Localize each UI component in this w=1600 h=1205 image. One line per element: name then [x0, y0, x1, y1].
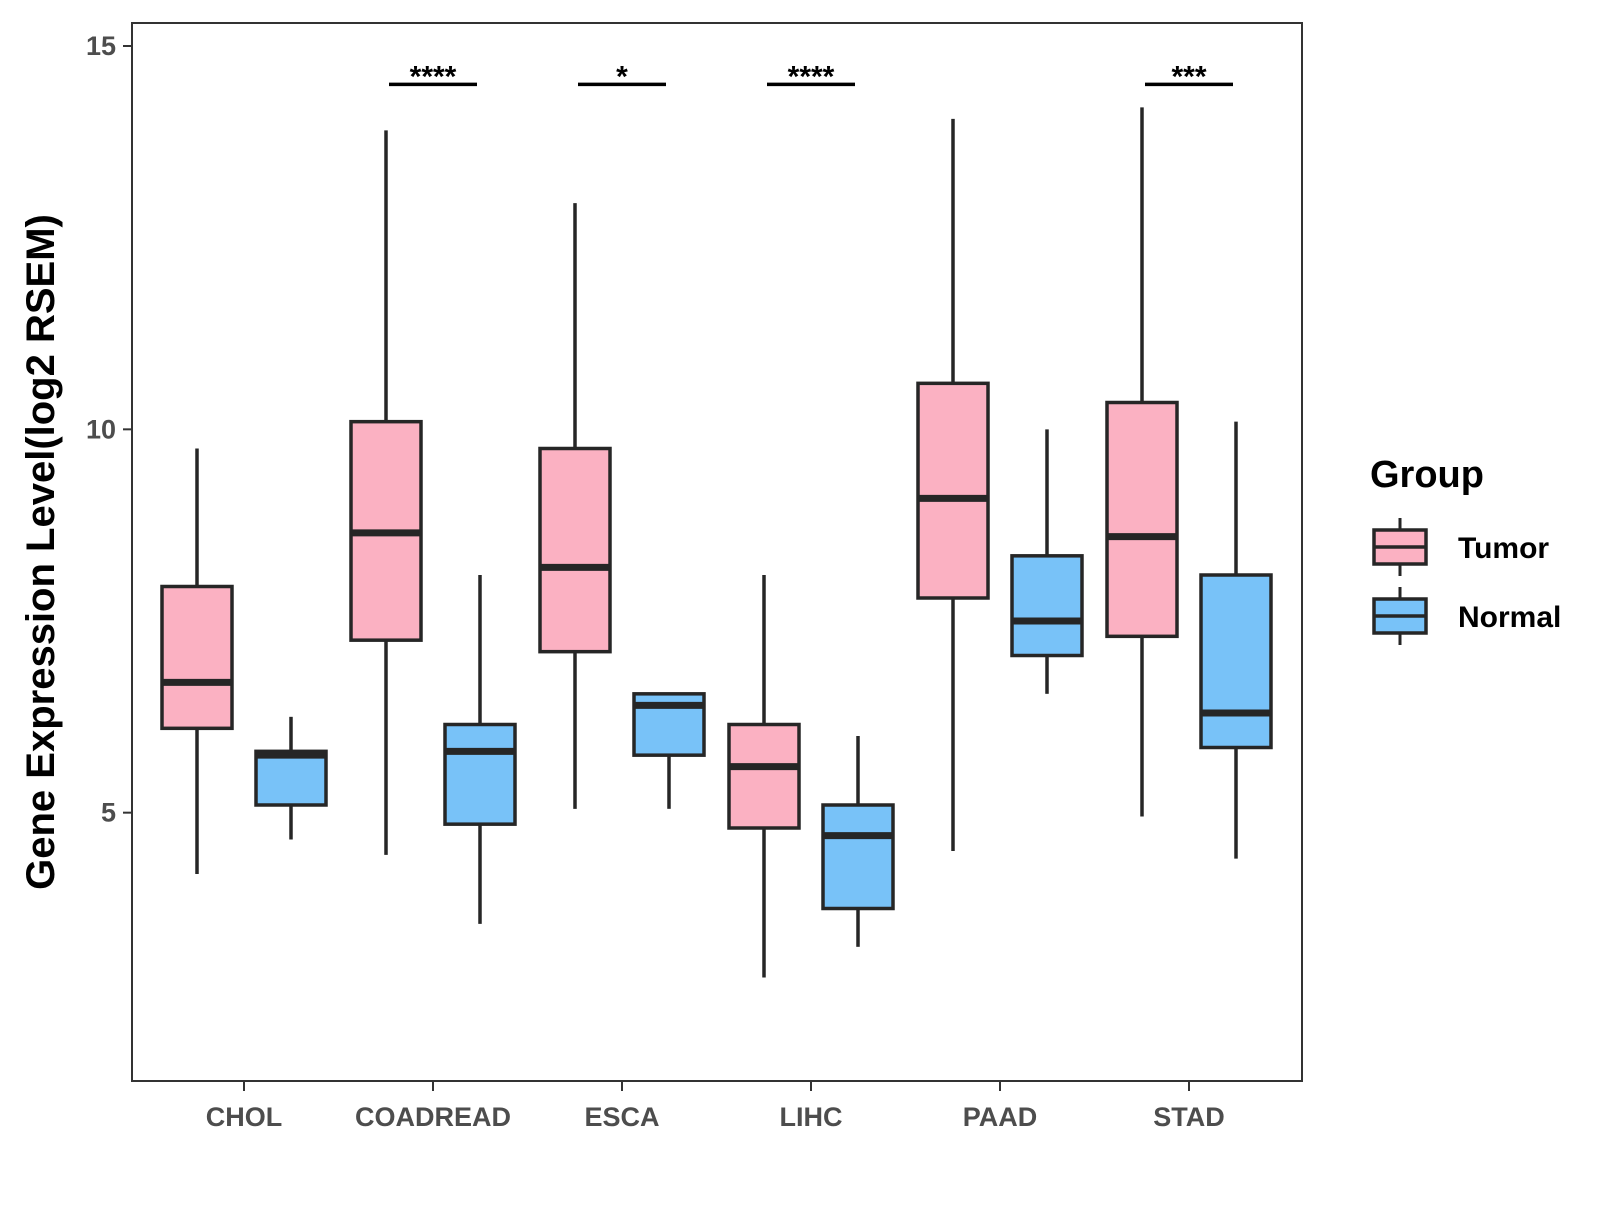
x-tick-label: CHOL — [206, 1102, 283, 1132]
x-tick-label: COADREAD — [355, 1102, 511, 1132]
significance-label-esca: * — [616, 60, 628, 93]
significance-label-coadread: **** — [410, 60, 457, 93]
y-axis-title: Gene Expression Level(log2 RSEM) — [19, 214, 63, 890]
legend-label-normal: Normal — [1458, 601, 1561, 634]
y-tick-label: 10 — [86, 414, 116, 444]
box-normal-lihc — [821, 803, 895, 911]
x-tick-label: PAAD — [963, 1102, 1038, 1132]
box-tumor-chol — [160, 584, 234, 731]
box-tumor-stad — [1105, 400, 1179, 639]
box-tumor-paad — [916, 381, 990, 600]
x-tick-label: LIHC — [780, 1102, 843, 1132]
significance-label-stad: *** — [1171, 60, 1206, 93]
legend-title: Group — [1370, 454, 1484, 496]
plot-panel-border — [131, 22, 1303, 1082]
x-tick-label: STAD — [1153, 1102, 1225, 1132]
box-normal-coadread — [443, 722, 517, 826]
legend-label-tumor: Tumor — [1458, 532, 1549, 565]
y-tick-label: 5 — [101, 798, 116, 828]
x-tick-label: ESCA — [584, 1102, 659, 1132]
box-tumor-esca — [538, 446, 612, 654]
box-tumor-lihc — [727, 722, 801, 830]
box-normal-stad — [1199, 573, 1273, 750]
box-normal-chol — [254, 749, 328, 807]
box-normal-paad — [1010, 554, 1084, 658]
significance-label-lihc: **** — [788, 60, 835, 93]
y-tick-label: 15 — [86, 31, 116, 61]
